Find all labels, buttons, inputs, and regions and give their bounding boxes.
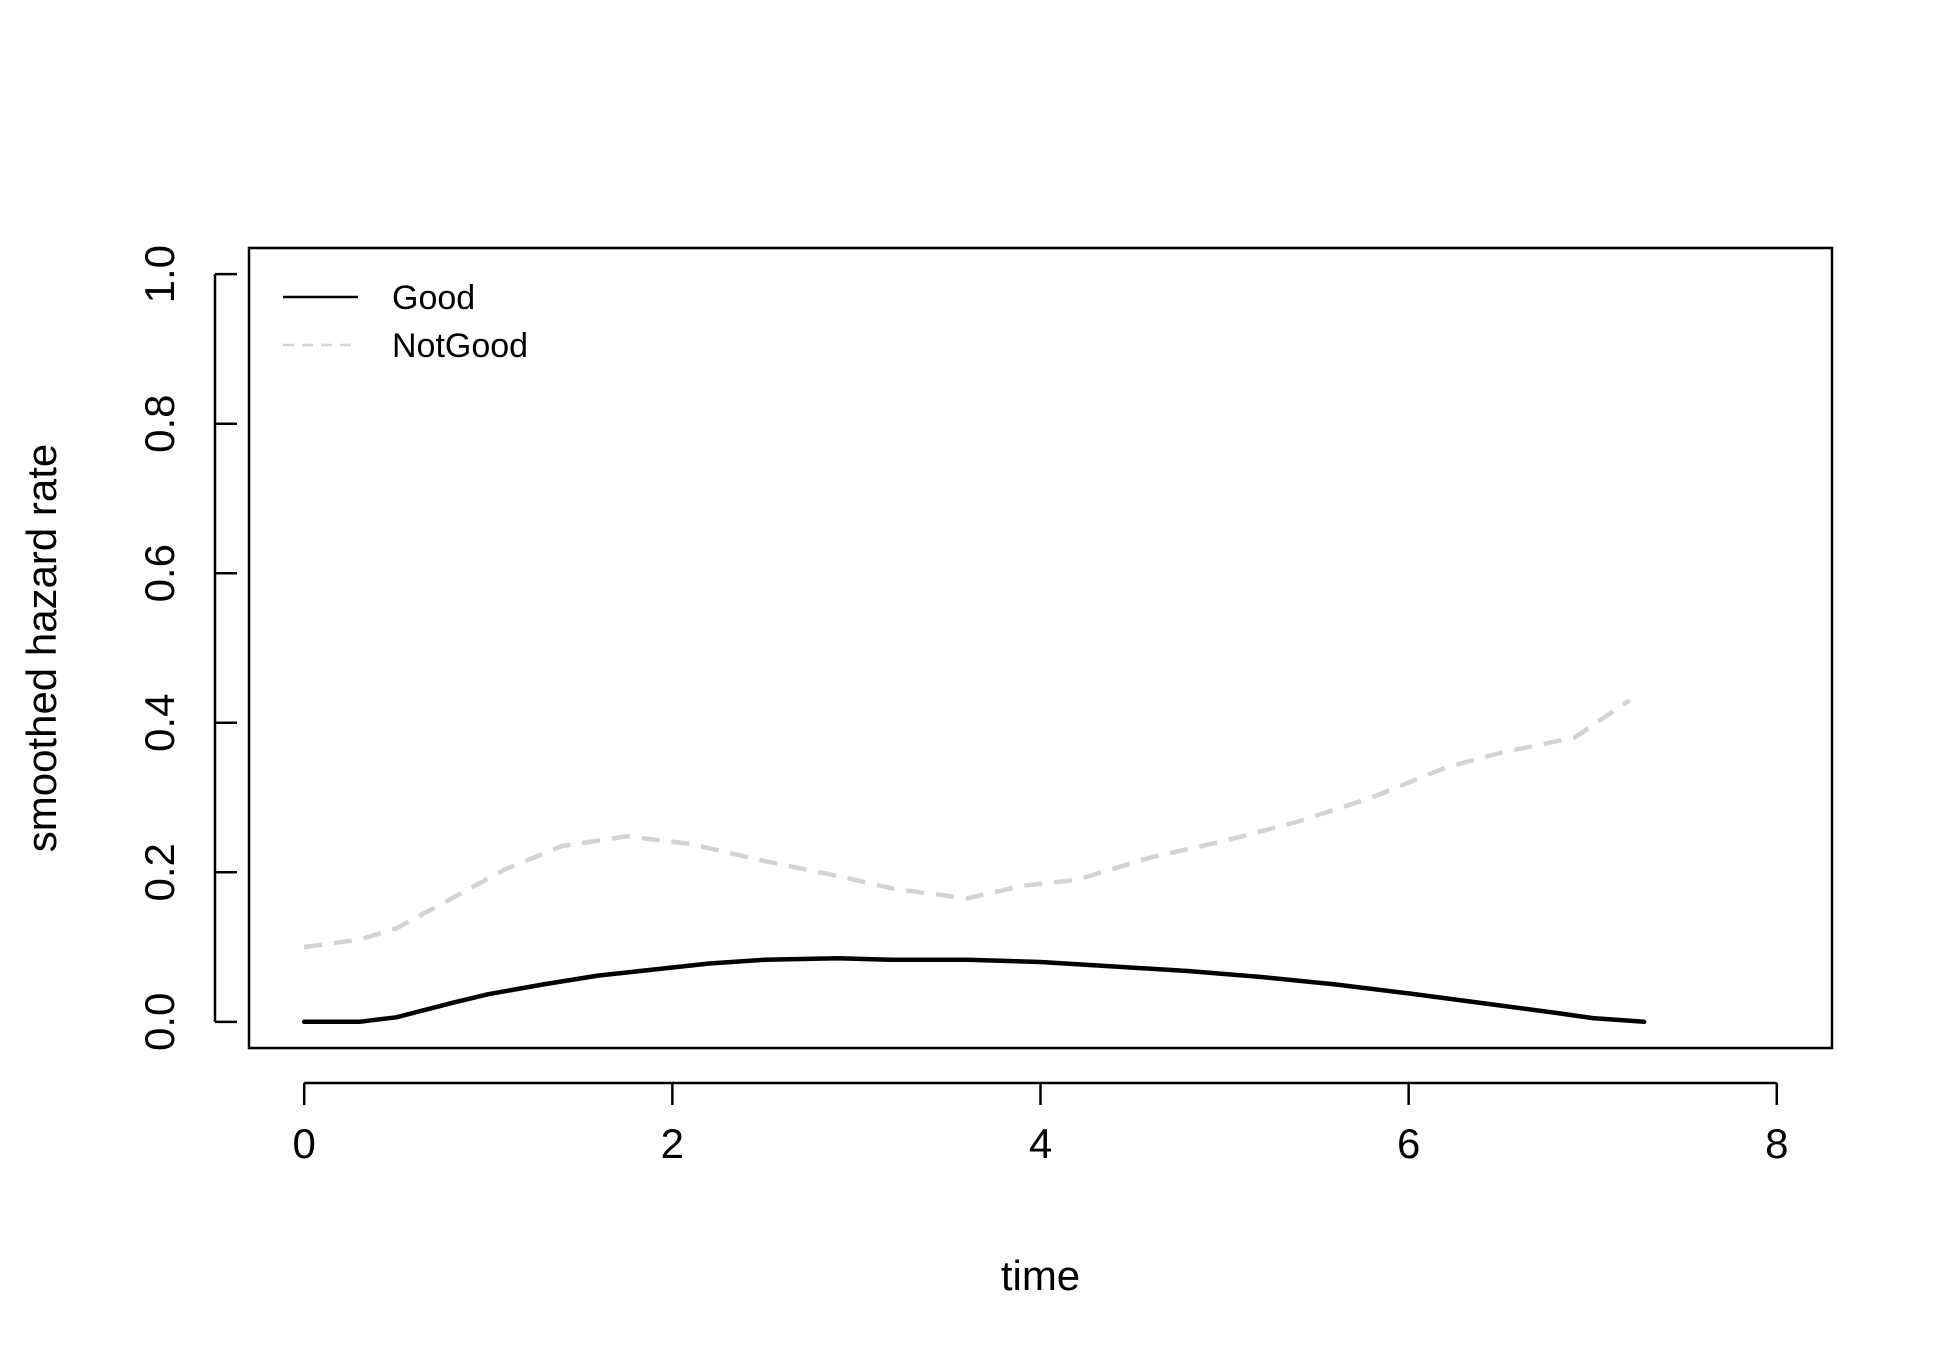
plot-frame bbox=[247, 246, 1834, 1050]
x-axis-title: time bbox=[1001, 1252, 1080, 1299]
y-tick-label: 0.2 bbox=[136, 843, 183, 901]
y-tick-label: 0.6 bbox=[136, 544, 183, 602]
y-tick-label: 0.0 bbox=[136, 993, 183, 1051]
legend-label-notgood: NotGood bbox=[392, 327, 528, 365]
x-tick-label: 8 bbox=[1765, 1120, 1788, 1167]
legend: Good NotGood bbox=[283, 279, 528, 365]
y-tick-label: 0.4 bbox=[136, 694, 183, 752]
y-axis-title: smoothed hazard rate bbox=[18, 444, 65, 853]
y-tick-label: 0.8 bbox=[136, 395, 183, 453]
legend-label-good: Good bbox=[392, 279, 475, 317]
x-tick-label: 6 bbox=[1397, 1120, 1420, 1167]
series-line-notgood bbox=[303, 698, 1631, 950]
x-tick-label: 0 bbox=[293, 1120, 316, 1167]
x-tick-label: 2 bbox=[661, 1120, 684, 1167]
series-line-good bbox=[301, 956, 1647, 1025]
y-tick-label: 1.0 bbox=[136, 245, 183, 303]
x-tick-label: 4 bbox=[1029, 1120, 1052, 1167]
series-layer bbox=[301, 698, 1647, 1025]
axes-layer: 0 2 4 6 8 0.0 0.2 0.4 0.6 0.8 1.0 time smoothed haza… bbox=[18, 245, 1834, 1299]
